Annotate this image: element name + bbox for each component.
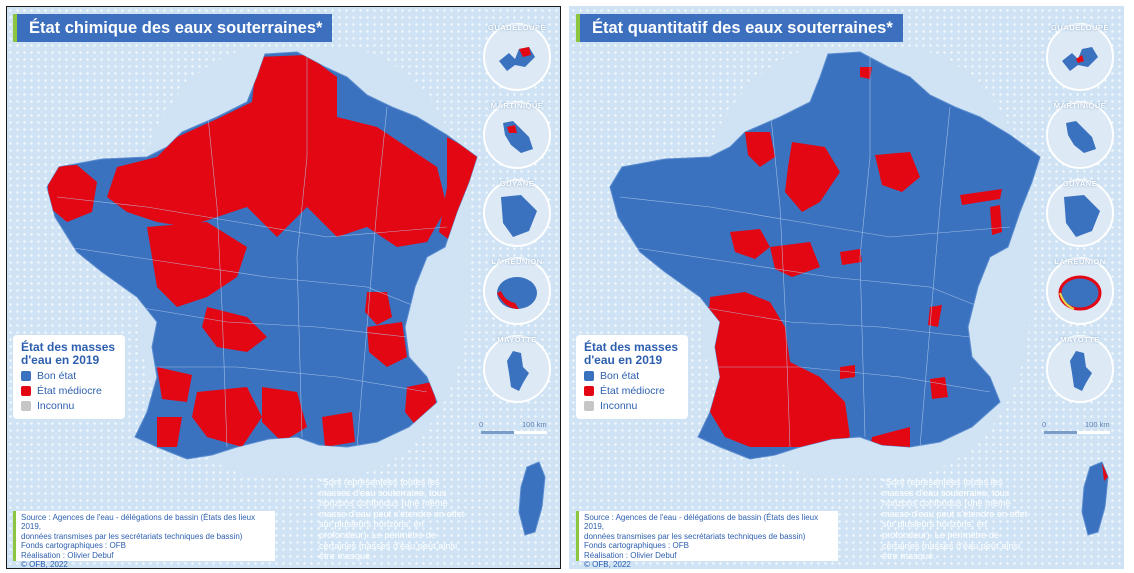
inset-martinique: MARTINIQUE — [483, 101, 551, 169]
footnote: *Sont représentées toutes les masses d'e… — [319, 477, 465, 562]
legend-label: État médiocre — [37, 385, 102, 397]
corsica — [518, 461, 546, 536]
source-line: Fonds cartographiques : OFB — [21, 541, 126, 551]
source-line: Réalisation : Olivier Debuf — [21, 550, 114, 560]
legend-item-poor: État médiocre — [21, 385, 117, 397]
footnote: *Sont représentées toutes les masses d'e… — [882, 477, 1028, 562]
legend-item-unknown: Inconnu — [584, 400, 680, 412]
scale-max-label: 100 km — [1085, 420, 1110, 429]
source-line: © OFB, 2022 — [584, 560, 631, 569]
legend-swatch-blue — [584, 371, 594, 381]
inset-la-reunion: LA RÉUNION — [1046, 257, 1114, 325]
legend-label: État médiocre — [600, 385, 665, 397]
inset-label: MAYOTTE — [1060, 335, 1100, 344]
legend-title: État des masses d'eau en 2019 — [584, 340, 679, 367]
source-line: Fonds cartographiques : OFB — [584, 541, 689, 551]
source-box: Source : Agences de l'eau - délégations … — [13, 511, 275, 568]
inset-martinique: MARTINIQUE — [1046, 101, 1114, 169]
inset-label: GUADELOUPE — [1051, 23, 1109, 32]
legend-label: Inconnu — [600, 400, 638, 412]
map-panel-chemical: État chimique des eaux souterraines* GUA… — [6, 6, 561, 569]
source-line: Réalisation : Olivier Debuf — [584, 550, 677, 560]
legend-item-good: Bon état — [584, 370, 680, 382]
legend-label: Bon état — [37, 370, 77, 382]
legend-swatch-blue — [21, 371, 31, 381]
inset-mayotte: MAYOTTE — [483, 335, 551, 403]
scale-zero-label: 0 — [1042, 420, 1047, 429]
inset-guadeloupe: GUADELOUPE — [483, 23, 551, 91]
source-line: données transmises par les secrétariats … — [584, 531, 806, 541]
legend-item-poor: État médiocre — [584, 385, 680, 397]
inset-guadeloupe: GUADELOUPE — [1046, 23, 1114, 91]
source-box: Source : Agences de l'eau - délégations … — [576, 511, 838, 568]
inset-guyane: GUYANE — [483, 179, 551, 247]
scale-zero-label: 0 — [479, 420, 484, 429]
france-map-chemical — [46, 51, 546, 536]
scale-max-label: 100 km — [522, 420, 547, 429]
inset-label: LA RÉUNION — [1054, 257, 1106, 266]
inset-label: GUYANE — [1062, 179, 1098, 188]
legend-item-unknown: Inconnu — [21, 400, 117, 412]
inset-label: GUADELOUPE — [488, 23, 546, 32]
legend-label: Bon état — [600, 370, 640, 382]
legend: État des masses d'eau en 2019 Bon état É… — [13, 335, 125, 419]
legend: État des masses d'eau en 2019 Bon état É… — [576, 335, 688, 419]
scale-bar — [1044, 431, 1110, 434]
scale-bar — [481, 431, 547, 434]
inset-label: LA RÉUNION — [491, 257, 543, 266]
legend-title: État des masses d'eau en 2019 — [21, 340, 116, 367]
legend-label: Inconnu — [37, 400, 75, 412]
inset-mayotte: MAYOTTE — [1046, 335, 1114, 403]
panel-title: État chimique des eaux souterraines* — [13, 14, 333, 42]
source-line: Source : Agences de l'eau - délégations … — [21, 513, 256, 532]
legend-swatch-grey — [21, 401, 31, 411]
panel-title: État quantitatif des eaux souterraines* — [576, 14, 903, 42]
legend-item-good: Bon état — [21, 370, 117, 382]
inset-label: MAYOTTE — [497, 335, 537, 344]
legend-swatch-grey — [584, 401, 594, 411]
source-line: © OFB, 2022 — [21, 560, 68, 569]
map-panel-quantitative: État quantitatif des eaux souterraines* … — [569, 6, 1124, 569]
corsica — [1081, 461, 1109, 536]
source-line: Source : Agences de l'eau - délégations … — [584, 513, 819, 532]
france-map-quantitative — [609, 51, 1109, 536]
inset-la-reunion: LA RÉUNION — [483, 257, 551, 325]
inset-label: MARTINIQUE — [490, 101, 544, 110]
inset-label: MARTINIQUE — [1053, 101, 1107, 110]
inset-guyane: GUYANE — [1046, 179, 1114, 247]
inset-label: GUYANE — [499, 179, 535, 188]
legend-swatch-red — [21, 386, 31, 396]
source-line: données transmises par les secrétariats … — [21, 531, 243, 541]
legend-swatch-red — [584, 386, 594, 396]
